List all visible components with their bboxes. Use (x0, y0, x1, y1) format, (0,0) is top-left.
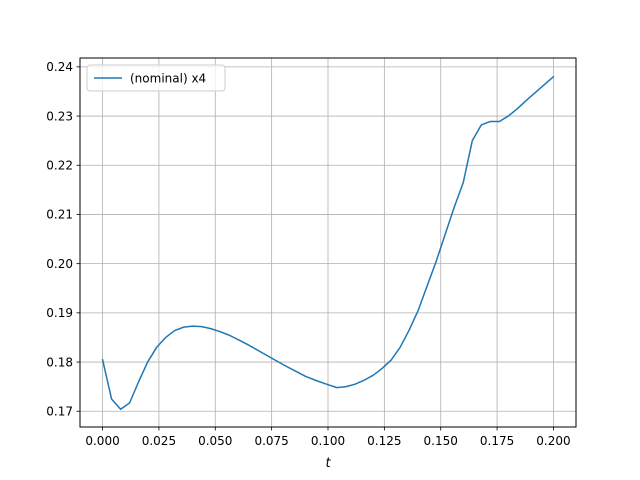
y-tick-label: 0.18 (46, 355, 73, 369)
y-tick-label: 0.19 (46, 306, 73, 320)
x-tick-label: 0.200 (536, 434, 570, 448)
x-tick-label: 0.050 (198, 434, 232, 448)
y-tick-label: 0.21 (46, 208, 73, 222)
y-tick-label: 0.20 (46, 257, 73, 271)
y-axis: 0.17 0.18 0.19 0.20 0.21 0.22 0.23 0.24 (46, 60, 80, 418)
y-tick-label: 0.24 (46, 60, 73, 74)
x-tick-label: 0.150 (424, 434, 458, 448)
grid-lines (80, 58, 576, 427)
series-line-nominal-x4 (101, 75, 555, 411)
series-layer (101, 75, 555, 411)
x-axis-label: t (325, 456, 331, 471)
x-tick-label: 0.000 (85, 434, 119, 448)
legend: (nominal) x4 (86, 64, 226, 92)
x-tick-label: 0.175 (480, 434, 514, 448)
x-tick-label: 0.100 (311, 434, 345, 448)
x-tick-label: 0.075 (254, 434, 288, 448)
x-tick-label: 0.025 (142, 434, 176, 448)
y-tick-label: 0.23 (46, 109, 73, 123)
x-tick-label: 0.125 (367, 434, 401, 448)
y-tick-label: 0.17 (46, 404, 73, 418)
x-axis: 0.000 0.025 0.050 0.075 0.100 0.125 0.150 0.175… (85, 427, 571, 448)
y-tick-label: 0.22 (46, 158, 73, 172)
legend-label-nominal-x4: (nominal) x4 (130, 72, 206, 86)
legend-box (86, 64, 226, 92)
